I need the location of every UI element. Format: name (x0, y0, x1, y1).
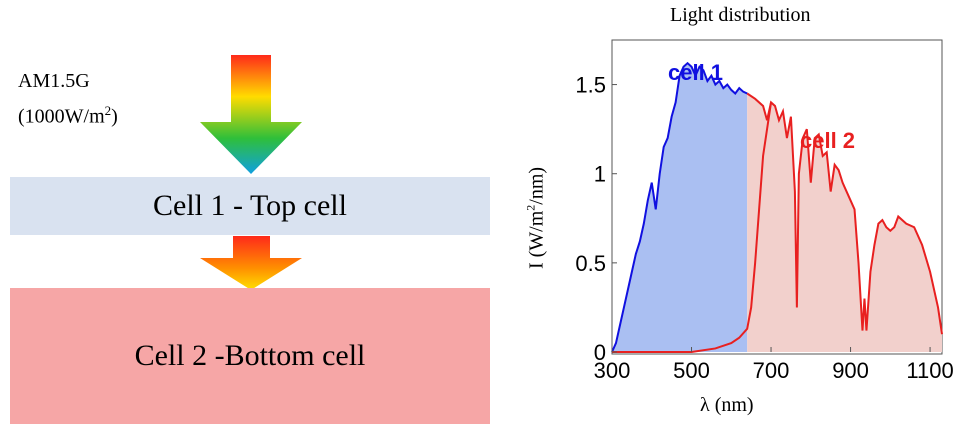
source-power: (1000W/m2) (18, 103, 118, 128)
bottom-cell-layer: Cell 2 -Bottom cell (10, 288, 490, 424)
series-line-cell-1 (611, 61, 748, 353)
x-tick-label: 900 (832, 358, 869, 383)
x-tick-label: 1100 (906, 358, 953, 383)
series-line-response-edge (612, 102, 773, 353)
x-tick-label: 300 (594, 358, 631, 383)
y-tick-label: 1 (594, 162, 606, 187)
top-cell-label: Cell 1 - Top cell (153, 189, 347, 222)
y-tick-label: 1.5 (575, 73, 606, 98)
incident-light-arrow-icon (200, 55, 302, 174)
source-name: AM1.5G (18, 70, 90, 92)
top-cell-layer: Cell 1 - Top cell (10, 177, 490, 235)
x-axis-label: λ (nm) (700, 394, 754, 416)
y-tick-label: 0 (594, 340, 606, 365)
bottom-cell-label: Cell 2 -Bottom cell (134, 339, 366, 372)
x-tick-label: 700 (753, 358, 790, 383)
transmitted-light-arrow-icon (200, 236, 302, 290)
light-source-label: AM1.5G (1000W/m2) (18, 66, 118, 132)
annotation-cell-2: cell 2 (800, 128, 855, 153)
annotation-cell-1: cell 1 (668, 60, 723, 85)
chart-title: Light distribution (670, 4, 811, 26)
arrows-layer (200, 55, 302, 290)
series-line-cell-2 (746, 92, 943, 335)
plot-frame (611, 39, 943, 355)
area-cell-1 (612, 63, 748, 352)
y-tick-label: 0.5 (575, 251, 606, 276)
x-tick-label: 500 (673, 358, 710, 383)
